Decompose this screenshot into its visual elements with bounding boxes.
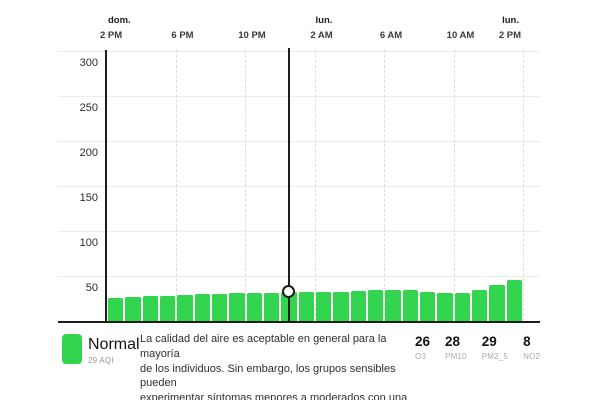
y-tick-label: 200 [79,147,98,159]
bar[interactable] [350,291,366,321]
pollutant-column: 29 PM2_5 [482,334,508,361]
x-gridline [175,50,177,321]
selection-cursor-line[interactable] [288,48,291,321]
description-line: de los individuos. Sin embargo, los grup… [140,362,396,390]
selection-cursor-dot[interactable] [282,285,296,299]
legend-aqi-value: 29 AQI [88,356,114,365]
x-tick-label: 2 AM [310,30,333,41]
y-tick-label: 300 [79,57,98,69]
bar[interactable] [177,294,193,321]
bar[interactable] [159,295,176,321]
air-quality-description: La calidad del aire es aceptable en gene… [140,332,425,400]
bar[interactable] [506,279,522,321]
pollutant-value: 26 [415,334,431,349]
x-tick-label: 2 PM [100,30,123,41]
pollutant-unit-label: O3 [415,352,427,361]
bar[interactable] [125,296,141,321]
x-gridline [245,50,246,321]
y-tick-label: 250 [79,102,98,114]
bar[interactable] [194,294,210,321]
y-gridline [58,186,540,187]
bar-series [108,50,522,321]
pollutant-column: 28 PM10 [445,334,467,361]
x-tick-label: 10 AM [446,30,475,41]
bar[interactable] [108,297,124,321]
x-axis-line [58,321,540,323]
pollutant-unit-label: PM10 [445,352,467,361]
bar[interactable] [229,293,245,321]
y-gridline [58,96,540,97]
pollutant-column: 8 NO2 [523,334,540,361]
day-label: lun. [315,15,333,26]
pollutant-value: 28 [445,334,461,349]
x-tick-label: 6 PM [171,30,194,41]
bar[interactable] [489,285,505,321]
y-tick-label: 100 [79,237,98,249]
day-label: dom. [108,15,131,26]
pollutant-value: 8 [523,334,531,349]
y-tick-label: 50 [85,282,98,294]
x-tick-label: 10 PM [238,30,266,41]
y-gridline [58,141,540,142]
day-label: lun. [502,15,519,26]
bar[interactable] [385,290,401,321]
description-line: experimentar síntomas menores a moderado… [140,392,408,400]
bar[interactable] [471,290,488,321]
legend-status-label: Normal [88,336,140,353]
bar[interactable] [367,290,384,321]
x-gridline [453,50,455,321]
pollutant-unit-label: PM2_5 [481,352,509,361]
bar[interactable] [437,293,453,321]
pollutant-column: 26 O3 [415,334,430,361]
y-gridline [58,231,540,232]
description-line: La calidad del aire es aceptable en gene… [140,333,387,360]
pollutant-readings: 26 O3 28 PM10 29 PM2_5 8 NO2 [415,334,540,361]
bar[interactable] [402,290,418,321]
bar[interactable] [315,292,332,321]
bar[interactable] [454,293,470,321]
bar[interactable] [333,292,349,321]
y-tick-label: 150 [79,192,98,204]
bar[interactable] [419,292,436,321]
x-gridline [523,50,524,321]
x-tick-label: 2 PM [498,30,521,41]
x-tick-label: 6 AM [379,30,403,41]
bar[interactable] [298,292,314,321]
bar[interactable] [263,293,280,321]
legend-color-swatch [62,334,82,364]
x-gridline [314,50,316,321]
pollutant-unit-label: NO2 [523,352,541,361]
pollutant-value: 29 [481,334,497,349]
y-axis-line [105,50,107,321]
x-gridline [384,50,385,321]
bar[interactable] [246,293,262,321]
y-gridline [58,51,540,52]
bar[interactable] [142,295,158,321]
y-gridline [58,276,540,277]
bar[interactable] [211,294,228,321]
